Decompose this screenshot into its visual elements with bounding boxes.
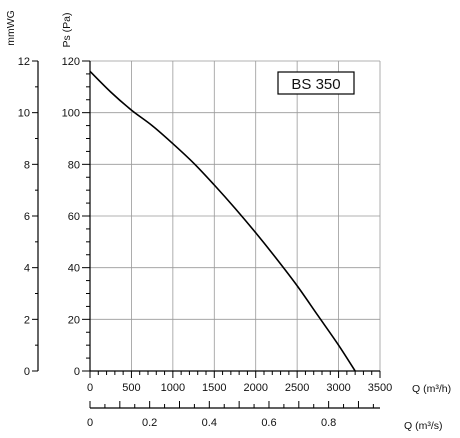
x-tick-label: 1500 xyxy=(202,382,226,394)
y-axis-title: Ps (Pa) xyxy=(61,12,73,47)
axes xyxy=(37,61,380,409)
minor-ticks xyxy=(32,60,381,408)
x-tick-label: 0 xyxy=(87,382,93,394)
x-tick-label: 500 xyxy=(122,382,140,394)
x-tick-label: 3500 xyxy=(368,382,392,394)
legend-box: BS 350 xyxy=(277,71,355,95)
y2-tick-label: 0 xyxy=(24,366,30,378)
x-axis-title: Q (m³/h) xyxy=(412,383,451,395)
y2-axis-title: mmWG xyxy=(5,10,17,46)
x-tick-label: 2500 xyxy=(285,382,309,394)
y2-tick-label: 6 xyxy=(24,211,30,223)
x2-axis-title: Q (m³/s) xyxy=(404,420,443,432)
y2-tick-label: 10 xyxy=(18,108,30,120)
y-tick-label: 120 xyxy=(62,56,80,68)
y2-tick-label: 12 xyxy=(18,56,30,68)
pressure-curve-line xyxy=(89,70,356,372)
x-tick-label: 1000 xyxy=(161,382,185,394)
y2-tick-label: 4 xyxy=(24,263,30,275)
y-tick-label: 60 xyxy=(68,211,80,223)
x2-tick-label: 0 xyxy=(87,417,93,429)
x2-tick-label: 0.6 xyxy=(261,417,276,429)
x-tick-label: 3000 xyxy=(326,382,350,394)
x-tick-label: 2000 xyxy=(243,382,267,394)
chart-title: BS 350 xyxy=(291,76,340,93)
x2-tick-label: 0.8 xyxy=(321,417,336,429)
y-tick-label: 0 xyxy=(74,366,80,378)
y2-tick-label: 8 xyxy=(24,159,30,171)
y-tick-label: 40 xyxy=(68,263,80,275)
grid-lines xyxy=(90,60,381,371)
y-tick-label: 20 xyxy=(68,314,80,326)
x2-tick-label: 0.2 xyxy=(142,417,157,429)
y2-tick-label: 2 xyxy=(24,314,30,326)
x2-tick-label: 0.4 xyxy=(202,417,217,429)
y-tick-label: 80 xyxy=(68,159,80,171)
y-tick-label: 100 xyxy=(62,108,80,120)
